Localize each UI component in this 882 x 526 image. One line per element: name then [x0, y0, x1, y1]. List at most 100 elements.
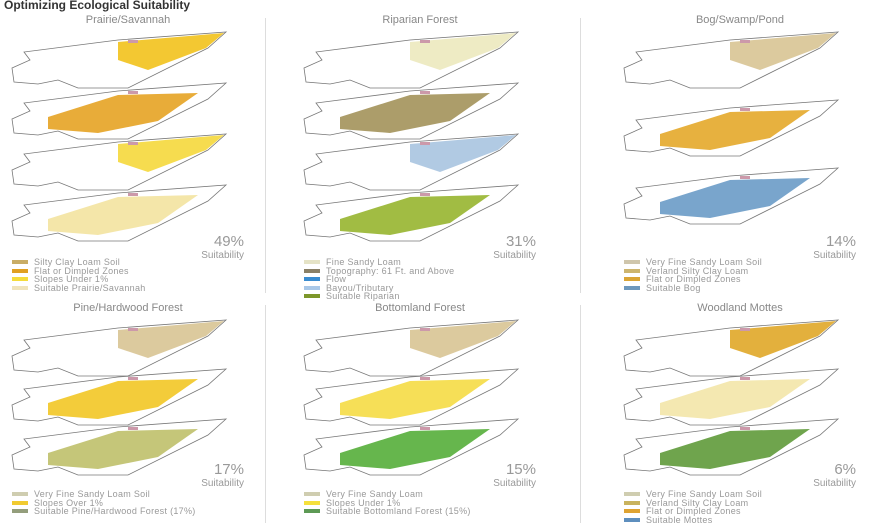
- legend: Very Fine Sandy Loam Slopes Under 1% Suita…: [304, 490, 504, 516]
- legend-item: Flat or Dimpled Zones: [624, 275, 874, 284]
- legend-swatch: [304, 277, 320, 281]
- divider: [580, 305, 581, 523]
- suitability-percent: 31% Suitability: [493, 233, 536, 261]
- legend-item: Verland Silty Clay Loam: [624, 498, 824, 508]
- legend-label: Silty Clay Loam Soil: [34, 257, 121, 267]
- legend-swatch: [304, 500, 320, 505]
- legend-label: Suitable Mottes: [646, 514, 713, 525]
- panel-prairie-savannah: Prairie/Savannah 49% Suitability Silty Cla…: [8, 14, 288, 292]
- legend-item: Very Fine Sandy Loam: [304, 490, 504, 499]
- legend: Very Fine Sandy Loam Soil Verland Silty C…: [624, 258, 874, 292]
- legend-swatch: [624, 509, 640, 513]
- legend-swatch: [304, 285, 320, 290]
- legend-label: Slopes Under 1%: [326, 497, 401, 508]
- legend-label: Suitable Bog: [646, 282, 701, 293]
- map-layer: [623, 31, 840, 89]
- map-layer: [303, 418, 520, 476]
- panel-pine-hardwood-forest: Pine/Hardwood Forest 17% Suitability Very …: [8, 302, 288, 515]
- legend-swatch: [624, 277, 640, 281]
- legend-swatch: [304, 268, 320, 273]
- panel-title: Woodland Mottes: [697, 302, 783, 314]
- divider: [265, 18, 266, 293]
- legend-item: Suitable Bog: [624, 282, 874, 293]
- legend-label: Very Fine Sandy Loam Soil: [34, 489, 151, 499]
- legend-swatch: [12, 500, 28, 505]
- map-layer: [303, 133, 520, 191]
- map-layer: [623, 368, 840, 426]
- map-layer: [11, 82, 228, 140]
- panel-title: Bottomland Forest: [375, 302, 465, 314]
- map-layer: [623, 418, 840, 476]
- legend-item: Flat or Dimpled Zones: [624, 507, 824, 516]
- map-layer: [303, 31, 520, 89]
- legend-swatch: [12, 509, 28, 513]
- legend-swatch: [624, 492, 640, 496]
- legend-item: Very Fine Sandy Loam Soil: [12, 490, 212, 499]
- legend-swatch: [12, 285, 28, 290]
- legend-item: Suitable Pine/Hardwood Forest (17%): [12, 507, 212, 516]
- panel-bottomland-forest: Bottomland Forest 15% Suitability Very Fin…: [300, 302, 580, 515]
- legend-item: Bayou/Tributary: [304, 283, 554, 293]
- legend-swatch: [304, 492, 320, 496]
- legend-label: Very Fine Sandy Loam Soil: [646, 489, 763, 499]
- legend-item: Slopes Under 1%: [304, 497, 504, 508]
- legend-item: Verland Silty Clay Loam: [624, 266, 874, 276]
- divider: [265, 305, 266, 523]
- legend-item: Flat or Dimpled Zones: [12, 265, 262, 276]
- map-layer: [303, 82, 520, 140]
- legend-label: Flow: [326, 274, 347, 284]
- legend-item: Suitable Prairie/Savannah: [12, 282, 262, 293]
- legend-item: Very Fine Sandy Loam Soil: [624, 490, 824, 499]
- map-layer: [11, 184, 228, 242]
- panel-title: Bog/Swamp/Pond: [695, 14, 785, 26]
- legend-swatch: [12, 268, 28, 273]
- panel-riparian-forest: Riparian Forest 31% Suitability Fine Sandy…: [300, 14, 580, 300]
- legend-item: Very Fine Sandy Loam Soil: [624, 258, 874, 267]
- legend-label: Suitable Pine/Hardwood Forest (17%): [34, 506, 196, 516]
- legend-swatch: [624, 517, 640, 522]
- legend-swatch: [304, 260, 320, 264]
- legend-label: Slopes Over 1%: [34, 497, 104, 508]
- legend: Silty Clay Loam Soil Flat or Dimpled Zone…: [12, 258, 262, 292]
- suitability-percent: 49% Suitability: [201, 233, 244, 261]
- legend-swatch: [304, 509, 320, 513]
- legend-item: Suitable Riparian: [304, 292, 554, 301]
- legend-label: Suitable Riparian: [326, 291, 400, 301]
- legend-label: Very Fine Sandy Loam: [326, 489, 424, 499]
- legend-label: Flat or Dimpled Zones: [646, 506, 741, 516]
- legend-item: Flow: [304, 275, 554, 284]
- legend-label: Flat or Dimpled Zones: [646, 274, 741, 284]
- legend-label: Fine Sandy Loam: [326, 257, 402, 267]
- map-layer: [11, 31, 228, 89]
- legend-item: Suitable Mottes: [624, 514, 824, 525]
- panel-title: Pine/Hardwood Forest: [73, 302, 183, 314]
- legend-swatch: [624, 268, 640, 273]
- map-layer: [623, 319, 840, 377]
- legend-label: Flat or Dimpled Zones: [34, 265, 129, 276]
- legend: Very Fine Sandy Loam Soil Slopes Over 1% S…: [12, 490, 212, 516]
- map-layer: [11, 319, 228, 377]
- divider: [580, 18, 581, 293]
- panel-woodland-mottes: Woodland Mottes 6% Suitability Very Fine S…: [620, 302, 882, 524]
- legend-label: Very Fine Sandy Loam Soil: [646, 257, 763, 267]
- panel-bog-swamp-pond: Bog/Swamp/Pond 14% Suitability Very Fine S…: [620, 14, 882, 292]
- map-layer: [623, 167, 840, 225]
- legend-item: Silty Clay Loam Soil: [12, 258, 262, 267]
- panel-title: Riparian Forest: [382, 14, 458, 26]
- panel-title: Prairie/Savannah: [85, 14, 171, 26]
- legend-swatch: [304, 294, 320, 298]
- map-layer: [303, 368, 520, 426]
- legend-swatch: [624, 500, 640, 505]
- suitability-percent: 14% Suitability: [813, 233, 856, 261]
- legend-item: Topography: 61 Ft. and Above: [304, 265, 554, 276]
- suitability-percent: 15% Suitability: [493, 461, 536, 489]
- legend-swatch: [624, 285, 640, 290]
- map-layer: [303, 184, 520, 242]
- legend-label: Suitable Bottomland Forest (15%): [326, 506, 471, 516]
- legend: Fine Sandy Loam Topography: 61 Ft. and Ab…: [304, 258, 554, 301]
- legend-item: Slopes Under 1%: [12, 275, 262, 284]
- legend-label: Suitable Prairie/Savannah: [34, 282, 146, 293]
- legend-label: Topography: 61 Ft. and Above: [326, 265, 455, 276]
- suitability-percent: 6% Suitability: [813, 461, 856, 489]
